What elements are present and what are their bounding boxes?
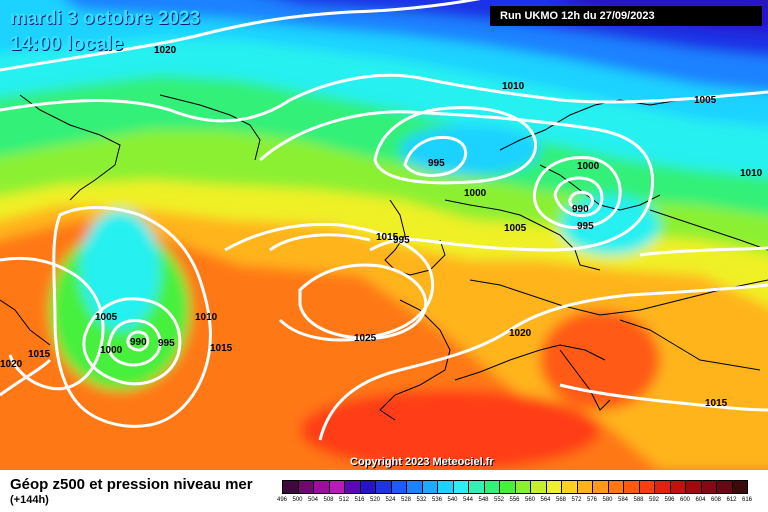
scale-swatch [375, 480, 392, 494]
scale-swatch [452, 480, 469, 494]
scale-label: 516 [354, 497, 365, 503]
scale-label: 496 [276, 497, 287, 503]
scale-label: 584 [617, 497, 628, 503]
scale-label: 568 [555, 497, 566, 503]
pressure-label: 1015 [28, 349, 51, 360]
forecast-time: 14:00 locale [10, 33, 124, 55]
pressure-label: 995 [428, 158, 445, 169]
legend-footer: Géop z500 et pression niveau mer (+144h)… [0, 470, 768, 512]
pressure-label: 995 [393, 235, 410, 246]
scale-swatch [313, 480, 330, 494]
map-title: Géop z500 et pression niveau mer [10, 476, 253, 493]
scale-label: 524 [385, 497, 396, 503]
map-canvas: 1020 1010 1005 995 1000 1000 990 995 101… [0, 0, 768, 470]
scale-swatch [576, 480, 593, 494]
scale-swatch [282, 480, 299, 494]
scale-swatch [437, 480, 454, 494]
scale-label: 552 [493, 497, 504, 503]
forecast-range: (+144h) [10, 494, 49, 506]
pressure-label: 1010 [502, 81, 525, 92]
pressure-labels: 1020 1010 1005 995 1000 1000 990 995 101… [0, 45, 763, 409]
pressure-label: 1005 [504, 223, 527, 234]
scale-swatch [421, 480, 438, 494]
pressure-label: 1015 [210, 343, 233, 354]
forecast-date: mardi 3 octobre 2023 [10, 8, 201, 29]
scale-label: 540 [447, 497, 458, 503]
scale-label: 532 [416, 497, 427, 503]
scale-label: 500 [292, 497, 303, 503]
scale-label: 536 [431, 497, 442, 503]
scale-swatch [592, 480, 609, 494]
scale-swatch [545, 480, 562, 494]
scale-label: 564 [540, 497, 551, 503]
scale-label: 548 [478, 497, 489, 503]
pressure-label: 990 [130, 337, 147, 348]
scale-label: 604 [695, 497, 706, 503]
pressure-label: 1020 [0, 359, 23, 370]
scale-label: 508 [323, 497, 334, 503]
scale-swatch [530, 480, 547, 494]
scale-label: 596 [664, 497, 675, 503]
scale-swatch [654, 480, 671, 494]
scale-swatch [561, 480, 578, 494]
scale-swatch [297, 480, 314, 494]
scale-label: 588 [633, 497, 644, 503]
pressure-label: 990 [572, 204, 589, 215]
pressure-label: 1015 [705, 398, 728, 409]
scale-label: 512 [338, 497, 349, 503]
scale-swatch [483, 480, 500, 494]
pressure-label: 1005 [95, 312, 118, 323]
scale-swatch [468, 480, 485, 494]
pressure-label: 995 [158, 338, 175, 349]
scale-swatch [390, 480, 407, 494]
scale-swatch [716, 480, 733, 494]
weather-map: 1020 1010 1005 995 1000 1000 990 995 101… [0, 0, 768, 470]
copyright-text: Copyright 2023 Meteociel.fr [350, 456, 494, 468]
pressure-label: 1010 [195, 312, 218, 323]
pressure-label: 1015 [376, 232, 399, 243]
isobars [0, 0, 768, 440]
scale-swatch [607, 480, 624, 494]
scale-swatch [623, 480, 640, 494]
scale-swatch [499, 480, 516, 494]
scale-label: 612 [726, 497, 737, 503]
scale-label: 572 [571, 497, 582, 503]
scale-swatch [685, 480, 702, 494]
scale-swatch [328, 480, 345, 494]
pressure-label: 995 [577, 221, 594, 232]
scale-label: 576 [586, 497, 597, 503]
scale-label: 600 [679, 497, 690, 503]
scale-label: 616 [741, 497, 752, 503]
scale-label: 544 [462, 497, 473, 503]
model-run-label: Run UKMO 12h du 27/09/2023 [490, 6, 762, 26]
scale-label: 556 [509, 497, 520, 503]
scale-swatch [638, 480, 655, 494]
scale-swatch [700, 480, 717, 494]
scale-label: 592 [648, 497, 659, 503]
pressure-label: 1010 [740, 168, 763, 179]
pressure-label: 1000 [464, 188, 487, 199]
scale-label: 608 [710, 497, 721, 503]
pressure-label: 1000 [100, 345, 123, 356]
scale-swatch [359, 480, 376, 494]
scale-swatch [514, 480, 531, 494]
pressure-label: 1005 [694, 95, 717, 106]
pressure-label: 1020 [154, 45, 177, 56]
scale-label: 580 [602, 497, 613, 503]
scale-label: 560 [524, 497, 535, 503]
scale-label: 504 [307, 497, 318, 503]
scale-label: 520 [369, 497, 380, 503]
scale-label: 528 [400, 497, 411, 503]
scale-swatch [406, 480, 423, 494]
pressure-label: 1000 [577, 161, 600, 172]
scale-swatch [669, 480, 686, 494]
scale-swatch [731, 480, 748, 494]
pressure-label: 1025 [354, 333, 377, 344]
scale-swatch [344, 480, 361, 494]
pressure-label: 1020 [509, 328, 532, 339]
coastlines [0, 94, 768, 421]
